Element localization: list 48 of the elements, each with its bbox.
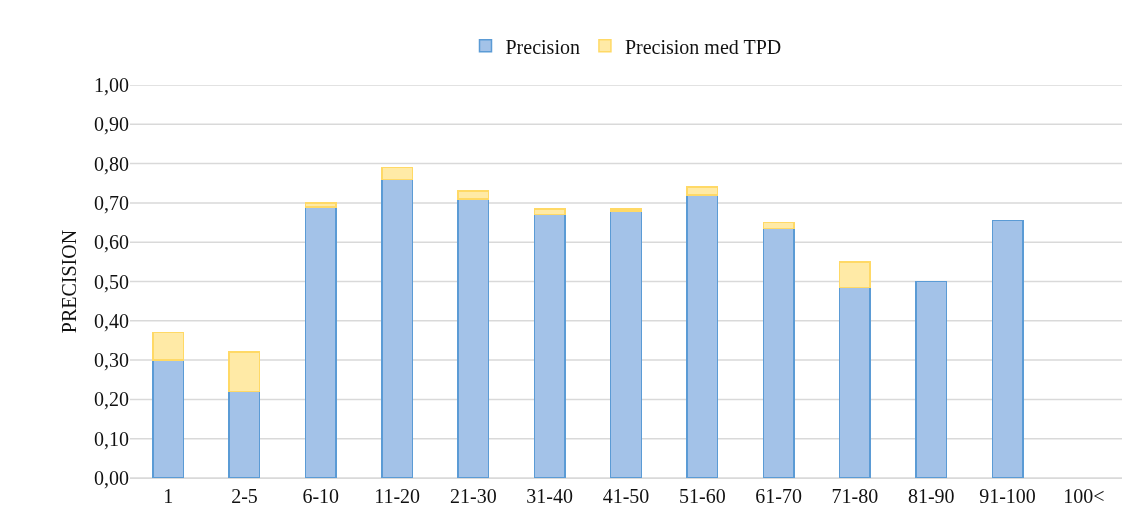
x-tick-label: 31-40	[526, 485, 574, 507]
bar	[838, 261, 871, 289]
y-tick-label: 0,50	[94, 270, 129, 293]
bar	[609, 210, 643, 478]
y-tick-label: 0,70	[94, 191, 129, 214]
x-tick-label: 100<	[1063, 485, 1105, 507]
bar	[152, 359, 185, 478]
bar	[686, 186, 719, 196]
bar	[838, 286, 871, 478]
bar	[457, 198, 490, 478]
y-tick-label: 0,90	[94, 113, 129, 136]
bar	[228, 351, 261, 393]
x-tick-label: 41-50	[602, 485, 650, 507]
bar	[228, 390, 261, 478]
bar	[533, 213, 566, 478]
x-tick-label: 61-70	[755, 485, 802, 507]
x-tick-label: 11-20	[374, 485, 421, 507]
x-tick-label: 1	[163, 485, 174, 507]
x-tick-label: 6-10	[302, 485, 340, 507]
y-axis-title: PRECISION	[57, 229, 80, 334]
bar	[457, 190, 490, 200]
legend-label: Precision med TPD	[624, 35, 782, 58]
x-tick-label: 21-30	[450, 485, 497, 507]
y-tick-label: 0,30	[94, 349, 129, 372]
bar	[762, 227, 795, 478]
y-tick-label: 0,10	[94, 427, 129, 450]
x-tick-label: 81-90	[907, 485, 955, 507]
bar	[533, 208, 566, 216]
bar	[991, 219, 1024, 478]
bar	[686, 194, 719, 478]
legend-label: Precision	[505, 35, 580, 58]
bar	[381, 178, 414, 478]
y-tick-label: 0,40	[94, 309, 129, 332]
x-tick-label: 71-80	[831, 485, 879, 507]
bar	[915, 280, 948, 478]
y-tick-label: 1,00	[94, 74, 129, 96]
bar	[152, 331, 185, 361]
bar	[762, 221, 795, 230]
bar	[304, 206, 337, 478]
x-tick-label: 2-5	[231, 485, 258, 507]
x-tick-label: 91-100	[979, 485, 1036, 507]
x-tick-label: 51-60	[678, 485, 726, 507]
bar	[381, 166, 414, 181]
y-tick-label: 0,60	[94, 231, 129, 254]
bar	[304, 202, 337, 208]
y-tick-label: 0,00	[94, 467, 129, 489]
y-tick-label: 0,20	[94, 388, 129, 411]
y-tick-label: 0,80	[94, 152, 129, 175]
